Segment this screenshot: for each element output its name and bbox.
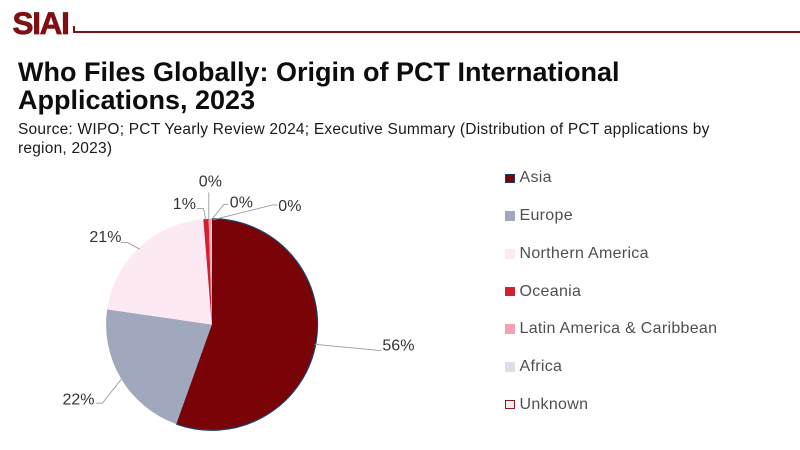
svg-text:1%: 1%: [173, 196, 196, 213]
svg-text:56%: 56%: [382, 337, 414, 354]
svg-text:0%: 0%: [230, 194, 253, 211]
svg-text:0%: 0%: [199, 174, 222, 191]
svg-text:21%: 21%: [89, 229, 121, 246]
svg-text:0%: 0%: [278, 198, 301, 215]
svg-text:22%: 22%: [63, 391, 95, 408]
